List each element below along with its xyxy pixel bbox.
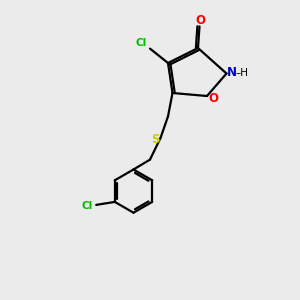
- Text: O: O: [208, 92, 219, 105]
- Text: Cl: Cl: [82, 201, 93, 212]
- Text: –H: –H: [236, 68, 249, 79]
- Text: Cl: Cl: [136, 38, 147, 49]
- Text: O: O: [195, 14, 206, 27]
- Text: N: N: [227, 65, 237, 79]
- Text: S: S: [151, 133, 159, 146]
